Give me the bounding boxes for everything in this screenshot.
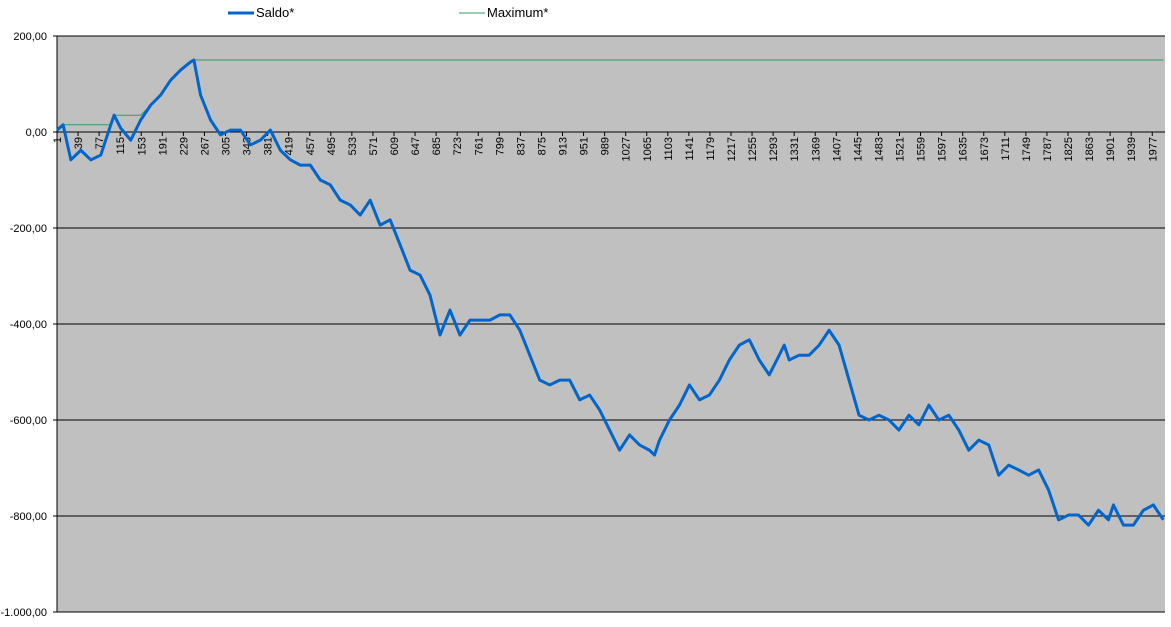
x-tick-label: 1559 bbox=[916, 137, 928, 161]
x-tick-label: 229 bbox=[178, 137, 190, 155]
x-tick-label: 609 bbox=[389, 137, 401, 155]
x-tick-label: 457 bbox=[305, 137, 317, 155]
x-tick-label: 495 bbox=[326, 137, 338, 155]
x-tick-label: 913 bbox=[558, 137, 570, 155]
y-tick-label: -800,00 bbox=[10, 511, 47, 523]
x-tick-label: 343 bbox=[242, 137, 254, 155]
x-tick-label: 1217 bbox=[726, 137, 738, 161]
x-tick-label: 115 bbox=[115, 137, 127, 155]
x-tick-label: 1293 bbox=[768, 137, 780, 161]
x-tick-label: 875 bbox=[536, 137, 548, 155]
x-tick-label: 1673 bbox=[979, 137, 991, 161]
y-tick-label: 0,00 bbox=[26, 127, 47, 139]
y-tick-label: -1.000,00 bbox=[1, 607, 47, 619]
x-tick-label: 1103 bbox=[663, 137, 675, 161]
y-tick-label: 200,00 bbox=[13, 31, 47, 43]
x-tick-label: 1825 bbox=[1063, 137, 1075, 161]
x-tick-label: 1711 bbox=[1000, 137, 1012, 161]
x-tick-label: 1863 bbox=[1084, 137, 1096, 161]
x-tick-label: 39 bbox=[73, 137, 85, 149]
x-tick-label: 647 bbox=[410, 137, 422, 155]
x-tick-label: 723 bbox=[452, 137, 464, 155]
x-tick-label: 1445 bbox=[852, 137, 864, 161]
x-tick-label: 799 bbox=[494, 137, 506, 155]
x-tick-label: 1977 bbox=[1147, 137, 1159, 161]
x-tick-label: 1939 bbox=[1126, 137, 1138, 161]
x-tick-label: 191 bbox=[157, 137, 169, 155]
x-tick-label: 1255 bbox=[747, 137, 759, 161]
series-line bbox=[56, 59, 1164, 131]
x-tick-label: 989 bbox=[600, 137, 612, 155]
x-tick-label: 1407 bbox=[831, 137, 843, 161]
x-tick-label: 1597 bbox=[937, 137, 949, 161]
x-tick-label: 1141 bbox=[684, 137, 696, 161]
x-tick-label: 571 bbox=[368, 137, 380, 155]
x-tick-label: 761 bbox=[473, 137, 485, 155]
y-tick-label: -600,00 bbox=[10, 415, 47, 427]
x-tick-label: 1331 bbox=[789, 137, 801, 161]
x-tick-label: 1 bbox=[52, 137, 64, 143]
x-tick-label: 305 bbox=[221, 137, 233, 155]
y-tick-label: -200,00 bbox=[10, 223, 47, 235]
x-tick-label: 1027 bbox=[621, 137, 633, 161]
x-tick-label: 951 bbox=[579, 137, 591, 155]
x-tick-label: 1521 bbox=[895, 137, 907, 161]
x-tick-label: 1065 bbox=[642, 137, 654, 161]
x-tick-label: 837 bbox=[515, 137, 527, 155]
x-tick-label: 153 bbox=[136, 137, 148, 155]
x-tick-label: 533 bbox=[347, 137, 359, 155]
x-tick-label: 685 bbox=[431, 137, 443, 155]
x-tick-label: 419 bbox=[284, 137, 296, 155]
x-tick-label: 1901 bbox=[1105, 137, 1117, 161]
x-tick-label: 1635 bbox=[958, 137, 970, 161]
x-tick-label: 381 bbox=[263, 137, 275, 155]
x-tick-label: 1787 bbox=[1042, 137, 1054, 161]
x-tick-label: 1369 bbox=[810, 137, 822, 161]
x-tick-label: 1179 bbox=[705, 137, 717, 161]
y-tick-label: -400,00 bbox=[10, 319, 47, 331]
x-tick-label: 267 bbox=[199, 137, 211, 155]
x-tick-label: 1749 bbox=[1021, 137, 1033, 161]
legend-label: Saldo* bbox=[256, 5, 294, 20]
legend-label: Maximum* bbox=[487, 5, 548, 20]
series-line bbox=[56, 58, 1165, 527]
x-tick-label: 1483 bbox=[873, 137, 885, 161]
